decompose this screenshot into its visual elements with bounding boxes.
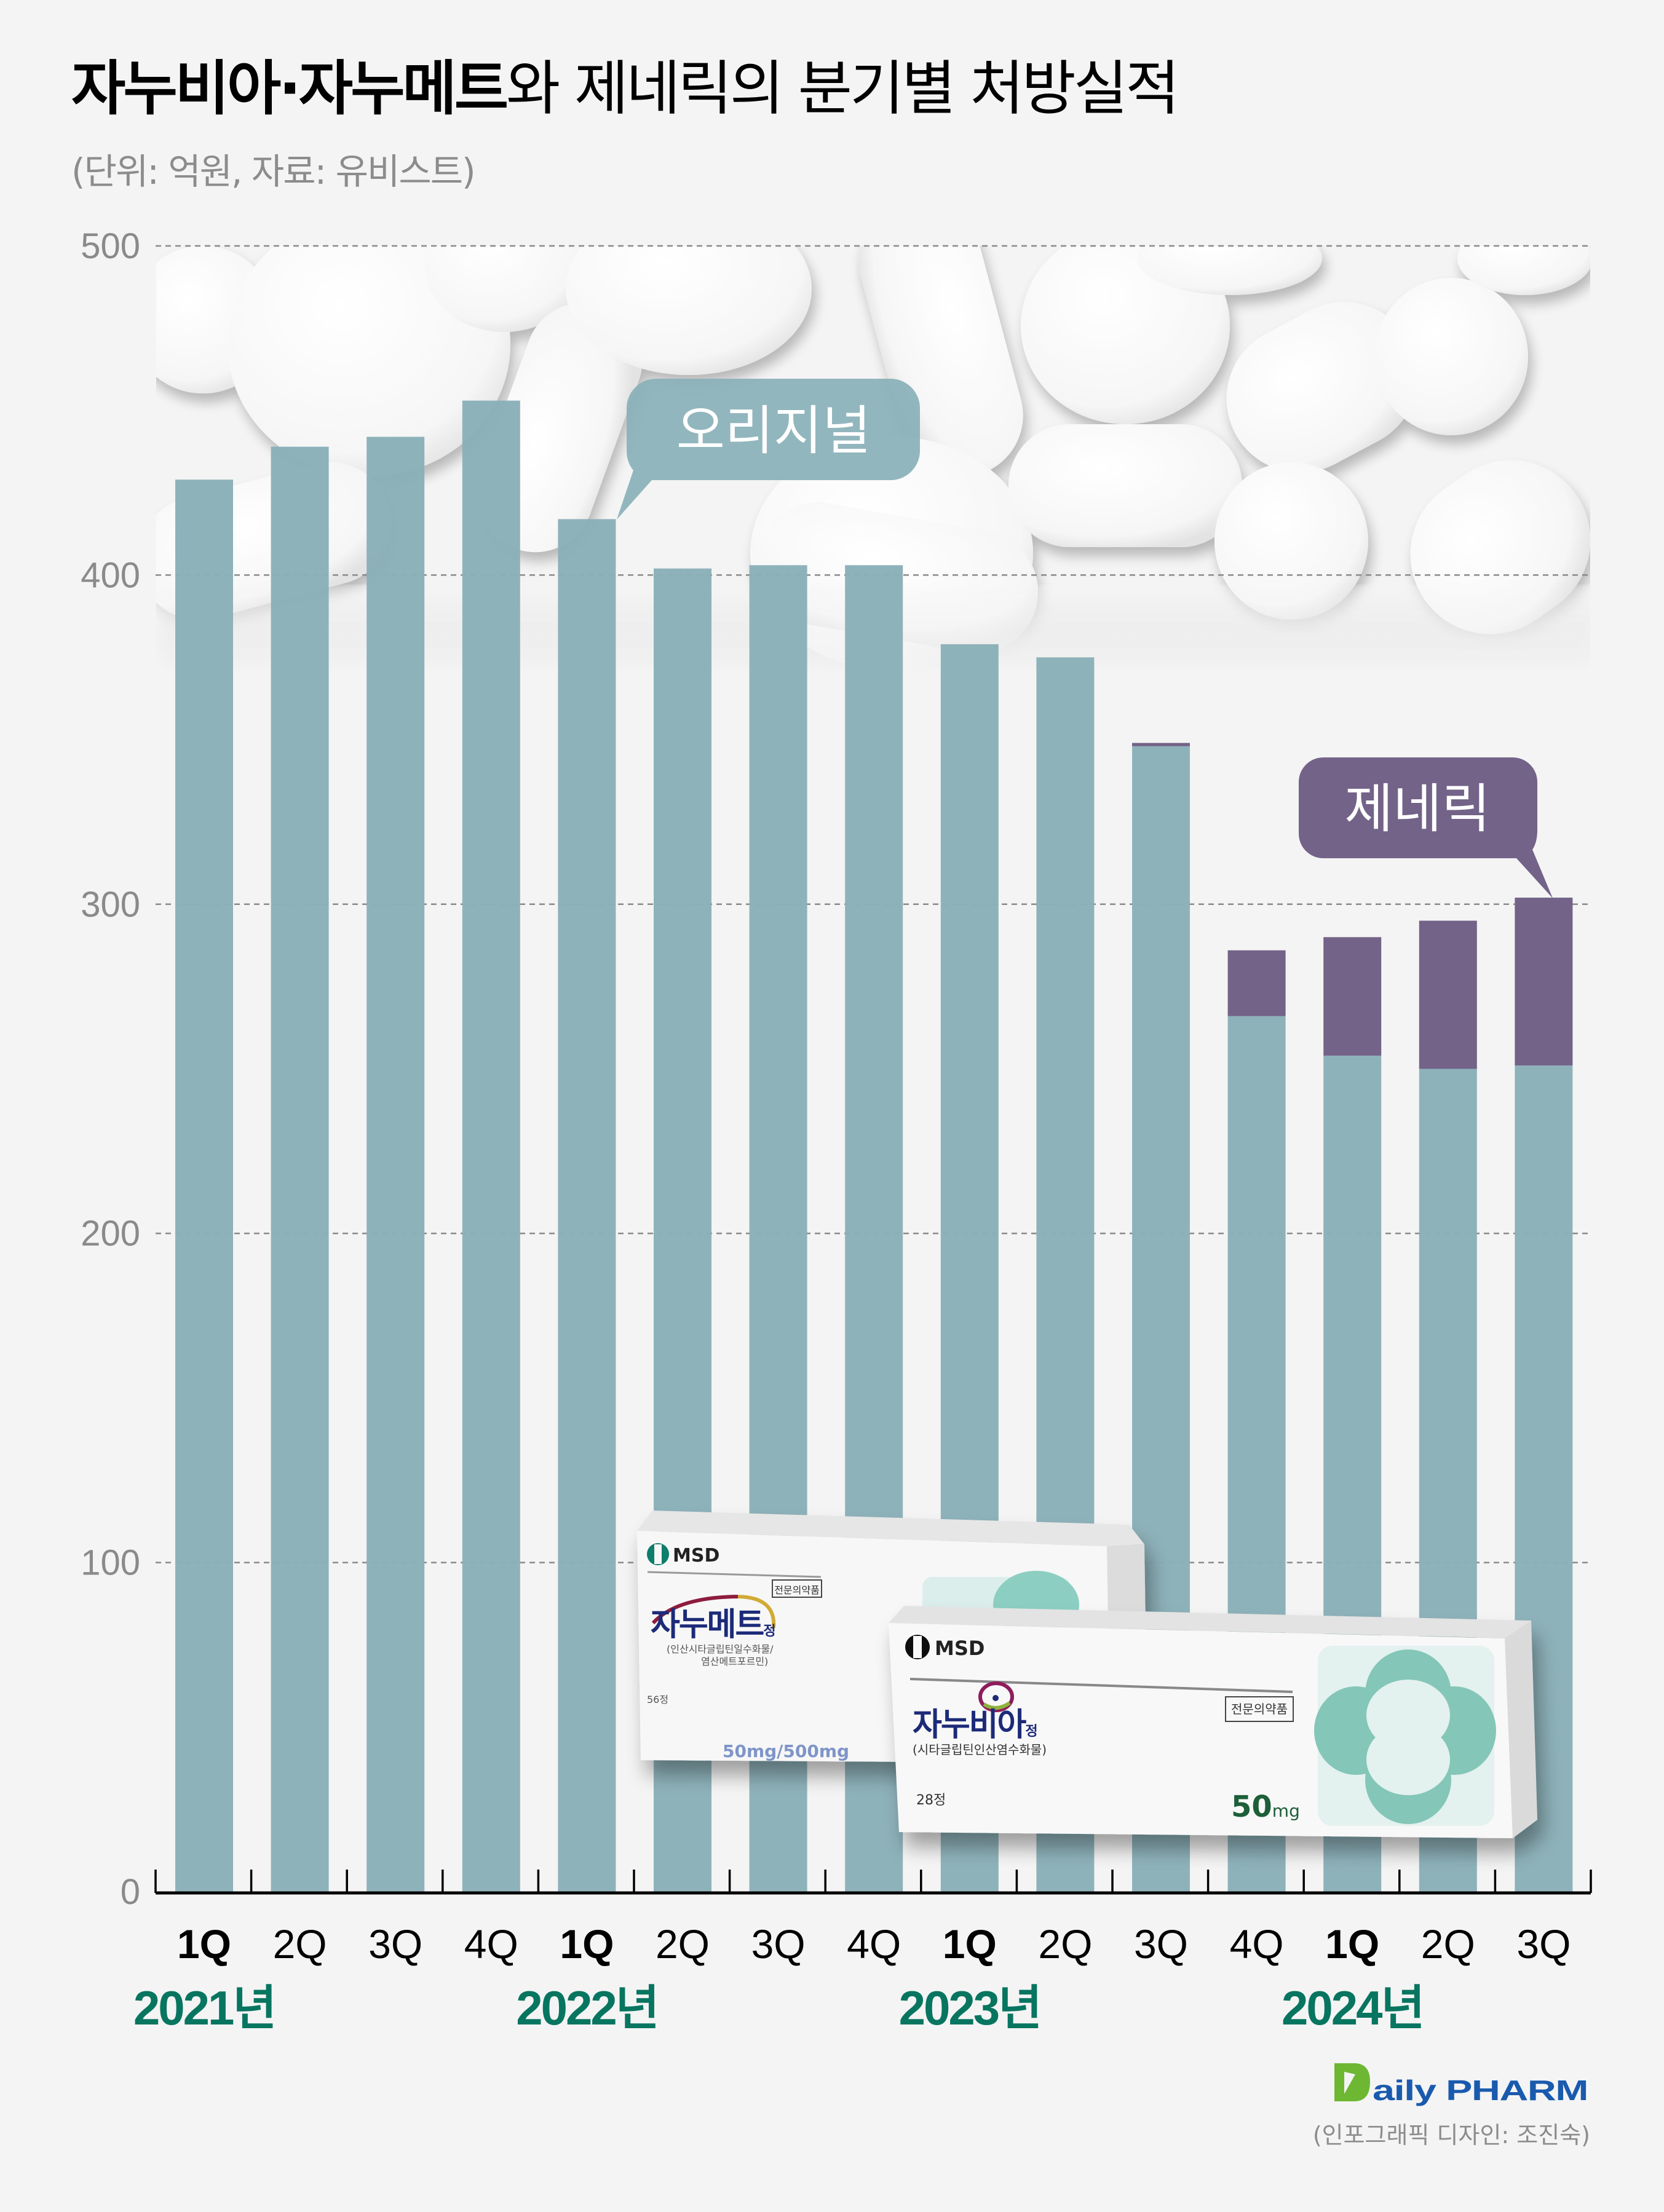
bar-original-0: [175, 480, 233, 1892]
dailypharm-logo: aily PHARM: [1334, 2063, 1588, 2106]
x-tick-label: 2Q: [273, 1921, 327, 1967]
bar-generic-13: [1419, 920, 1477, 1069]
callout-generic: 제네릭: [1299, 757, 1553, 898]
x-tick-label: 4Q: [1230, 1921, 1284, 1967]
x-tick-label: 3Q: [751, 1921, 806, 1967]
bar-original-2: [366, 436, 425, 1892]
chart-title: 자누비아·자누메트와 제네릭의 분기별 처방실적: [71, 54, 1179, 123]
x-tick-label: 3Q: [1516, 1921, 1571, 1967]
x-axis: [154, 1870, 1592, 1895]
januvia-ingredient: (시타글립틴인산염수화물): [913, 1742, 1047, 1757]
y-tick-label: 0: [121, 1872, 140, 1912]
bar-original-4: [558, 519, 616, 1892]
y-tick-label: 500: [81, 226, 140, 266]
logo-text: aily PHARM: [1373, 2074, 1588, 2106]
januvia-name: 자누비아정: [913, 1707, 1037, 1744]
callout-original: 오리지널: [617, 378, 920, 519]
title-strong: 자누비아·자누메트: [71, 54, 509, 123]
y-tick-label: 400: [81, 555, 140, 595]
y-tick-label: 100: [81, 1543, 140, 1583]
x-tick-label: 2Q: [1038, 1921, 1092, 1967]
x-tick-label: 3Q: [1134, 1921, 1188, 1967]
x-tick-label: 2Q: [656, 1921, 710, 1967]
janumet-maker: MSD: [673, 1545, 719, 1566]
chart-subtitle: (단위: 억원, 자료: 유비스트): [71, 151, 476, 192]
januvia-maker: MSD: [935, 1637, 985, 1660]
x-tick-label: 1Q: [560, 1921, 614, 1967]
janumet-dose: 50mg/500mg: [723, 1741, 849, 1761]
januvia-product-box: MSD 전문의약품 자누비아정 (시타글립틴인산염수화물) 28정 50mg: [889, 1606, 1537, 1838]
bar-generic-14: [1515, 898, 1573, 1066]
bar-original-1: [271, 446, 329, 1892]
design-credit: (인포그래픽 디자인: 조진숙): [1312, 2122, 1590, 2149]
januvia-count: 28정: [916, 1793, 946, 1808]
januvia-dose: 50mg: [1231, 1790, 1300, 1824]
year-labels: 2021년 2022년 2023년 2024년: [133, 1981, 1425, 2035]
dailypharm-d-icon: [1334, 2063, 1370, 2101]
bar-original-3: [462, 400, 520, 1892]
y-tick-label: 300: [81, 885, 140, 925]
msd-logo-icon: [647, 1543, 669, 1565]
callout-original-bubble: [617, 378, 920, 519]
bar-generic-12: [1323, 937, 1382, 1056]
title-rest: 와 제네릭의 분기별 처방실적: [506, 54, 1179, 123]
bar-generic-10: [1132, 743, 1190, 746]
callout-original-label: 오리지널: [676, 400, 871, 462]
janumet-ingredient-2: 염산메트포르민): [701, 1656, 768, 1667]
januvia-rx-badge: 전문의약품: [1231, 1702, 1288, 1716]
callout-generic-label: 제네릭: [1344, 778, 1490, 840]
callout-generic-bubble: [1299, 757, 1553, 898]
januvia-pattern-icon: [1314, 1649, 1496, 1824]
x-tick-label: 1Q: [1325, 1921, 1379, 1967]
year-label: 2024년: [1282, 1981, 1423, 2035]
bar-generic-11: [1227, 950, 1286, 1016]
y-tick-label: 200: [81, 1214, 140, 1254]
x-tick-label: 2Q: [1421, 1921, 1475, 1967]
year-label: 2022년: [516, 1981, 657, 2035]
x-tick-label: 1Q: [177, 1921, 231, 1967]
janumet-name: 자누메트정: [651, 1606, 775, 1643]
janumet-ingredient-1: (인산시타글립틴일수화물/: [667, 1643, 774, 1655]
year-label: 2023년: [899, 1981, 1040, 2035]
janumet-rx-badge: 전문의약품: [774, 1584, 820, 1596]
year-label: 2021년: [133, 1981, 275, 2035]
janumet-count: 56정: [647, 1694, 668, 1705]
x-tick-label: 3Q: [368, 1921, 422, 1967]
x-axis-labels: 1Q 2Q 3Q 4Q 1Q 2Q 3Q 4Q 1Q 2Q 3Q 4Q 1Q 2Q 3Q: [177, 1921, 1571, 1967]
y-axis-ticks: 0 100 200 300 400 500: [81, 226, 140, 1912]
x-tick-label: 4Q: [847, 1921, 901, 1967]
x-tick-label: 4Q: [464, 1921, 518, 1967]
x-tick-label: 1Q: [943, 1921, 997, 1967]
msd-logo-icon: [905, 1635, 930, 1659]
